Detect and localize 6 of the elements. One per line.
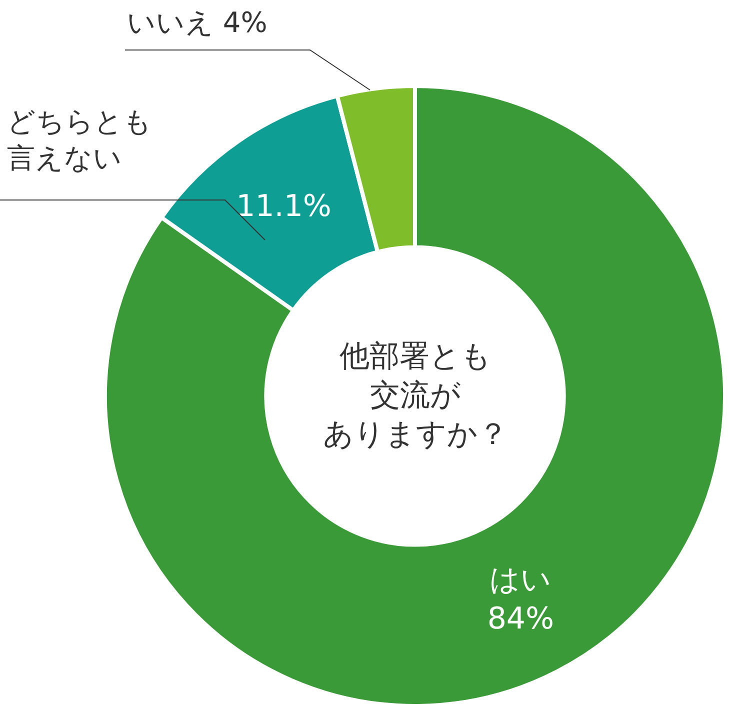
slice-label: はい xyxy=(490,562,552,598)
data-label: 84% xyxy=(487,602,554,637)
slice-label: どちらとも言えない xyxy=(7,105,152,174)
data-label: 11.1% xyxy=(236,188,332,224)
slice-label: いいえ 4% xyxy=(127,6,268,39)
text: 他部署とも交流がありますか？ xyxy=(323,339,508,452)
